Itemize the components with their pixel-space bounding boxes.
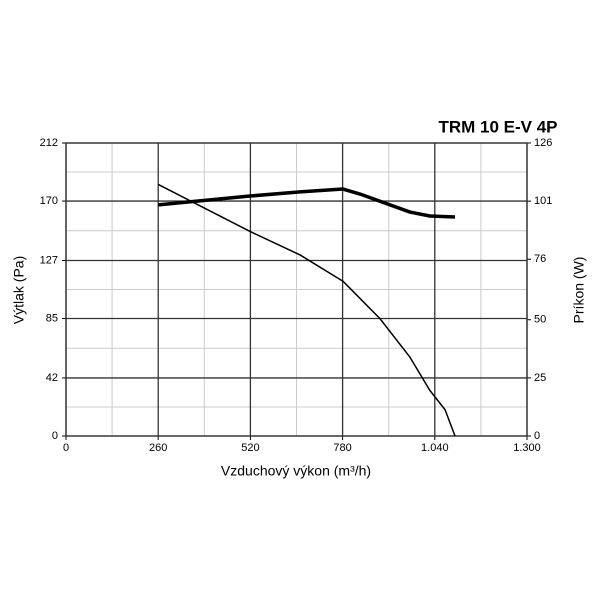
x-tick-label: 1.300 [513, 442, 541, 454]
x-tick-label: 260 [149, 442, 167, 454]
x-tick-label: 0 [63, 442, 69, 454]
y-axis-label: Výtlak (Pa) [11, 256, 27, 324]
x-tick-label: 520 [241, 442, 259, 454]
y2-tick-label: 0 [534, 430, 540, 442]
y-tick-label: 127 [40, 254, 58, 266]
y2-axis-label: Príkon (W) [571, 257, 587, 324]
power-line [158, 187, 456, 219]
x-tick-label: 780 [333, 442, 351, 454]
plot-frame [65, 142, 528, 437]
y2-tick-label: 25 [534, 372, 546, 384]
y-tick-label: 170 [40, 195, 58, 207]
x-axis-label: Vzduchový výkon (m³/h) [221, 463, 371, 479]
y-tick-label: 212 [40, 137, 58, 149]
y2-tick-label: 101 [534, 195, 552, 207]
chart-title: TRM 10 E-V 4P [438, 117, 557, 136]
y2-tick-label: 126 [534, 137, 552, 149]
y2-tick-label: 50 [534, 314, 546, 326]
y-tick-label: 85 [46, 312, 58, 324]
x-tick-label: 1.040 [421, 442, 449, 454]
y-tick-label: 42 [46, 372, 58, 384]
y2-tick-label: 76 [534, 253, 546, 265]
pressure-line [157, 183, 456, 437]
y-tick-label: 0 [52, 430, 58, 442]
